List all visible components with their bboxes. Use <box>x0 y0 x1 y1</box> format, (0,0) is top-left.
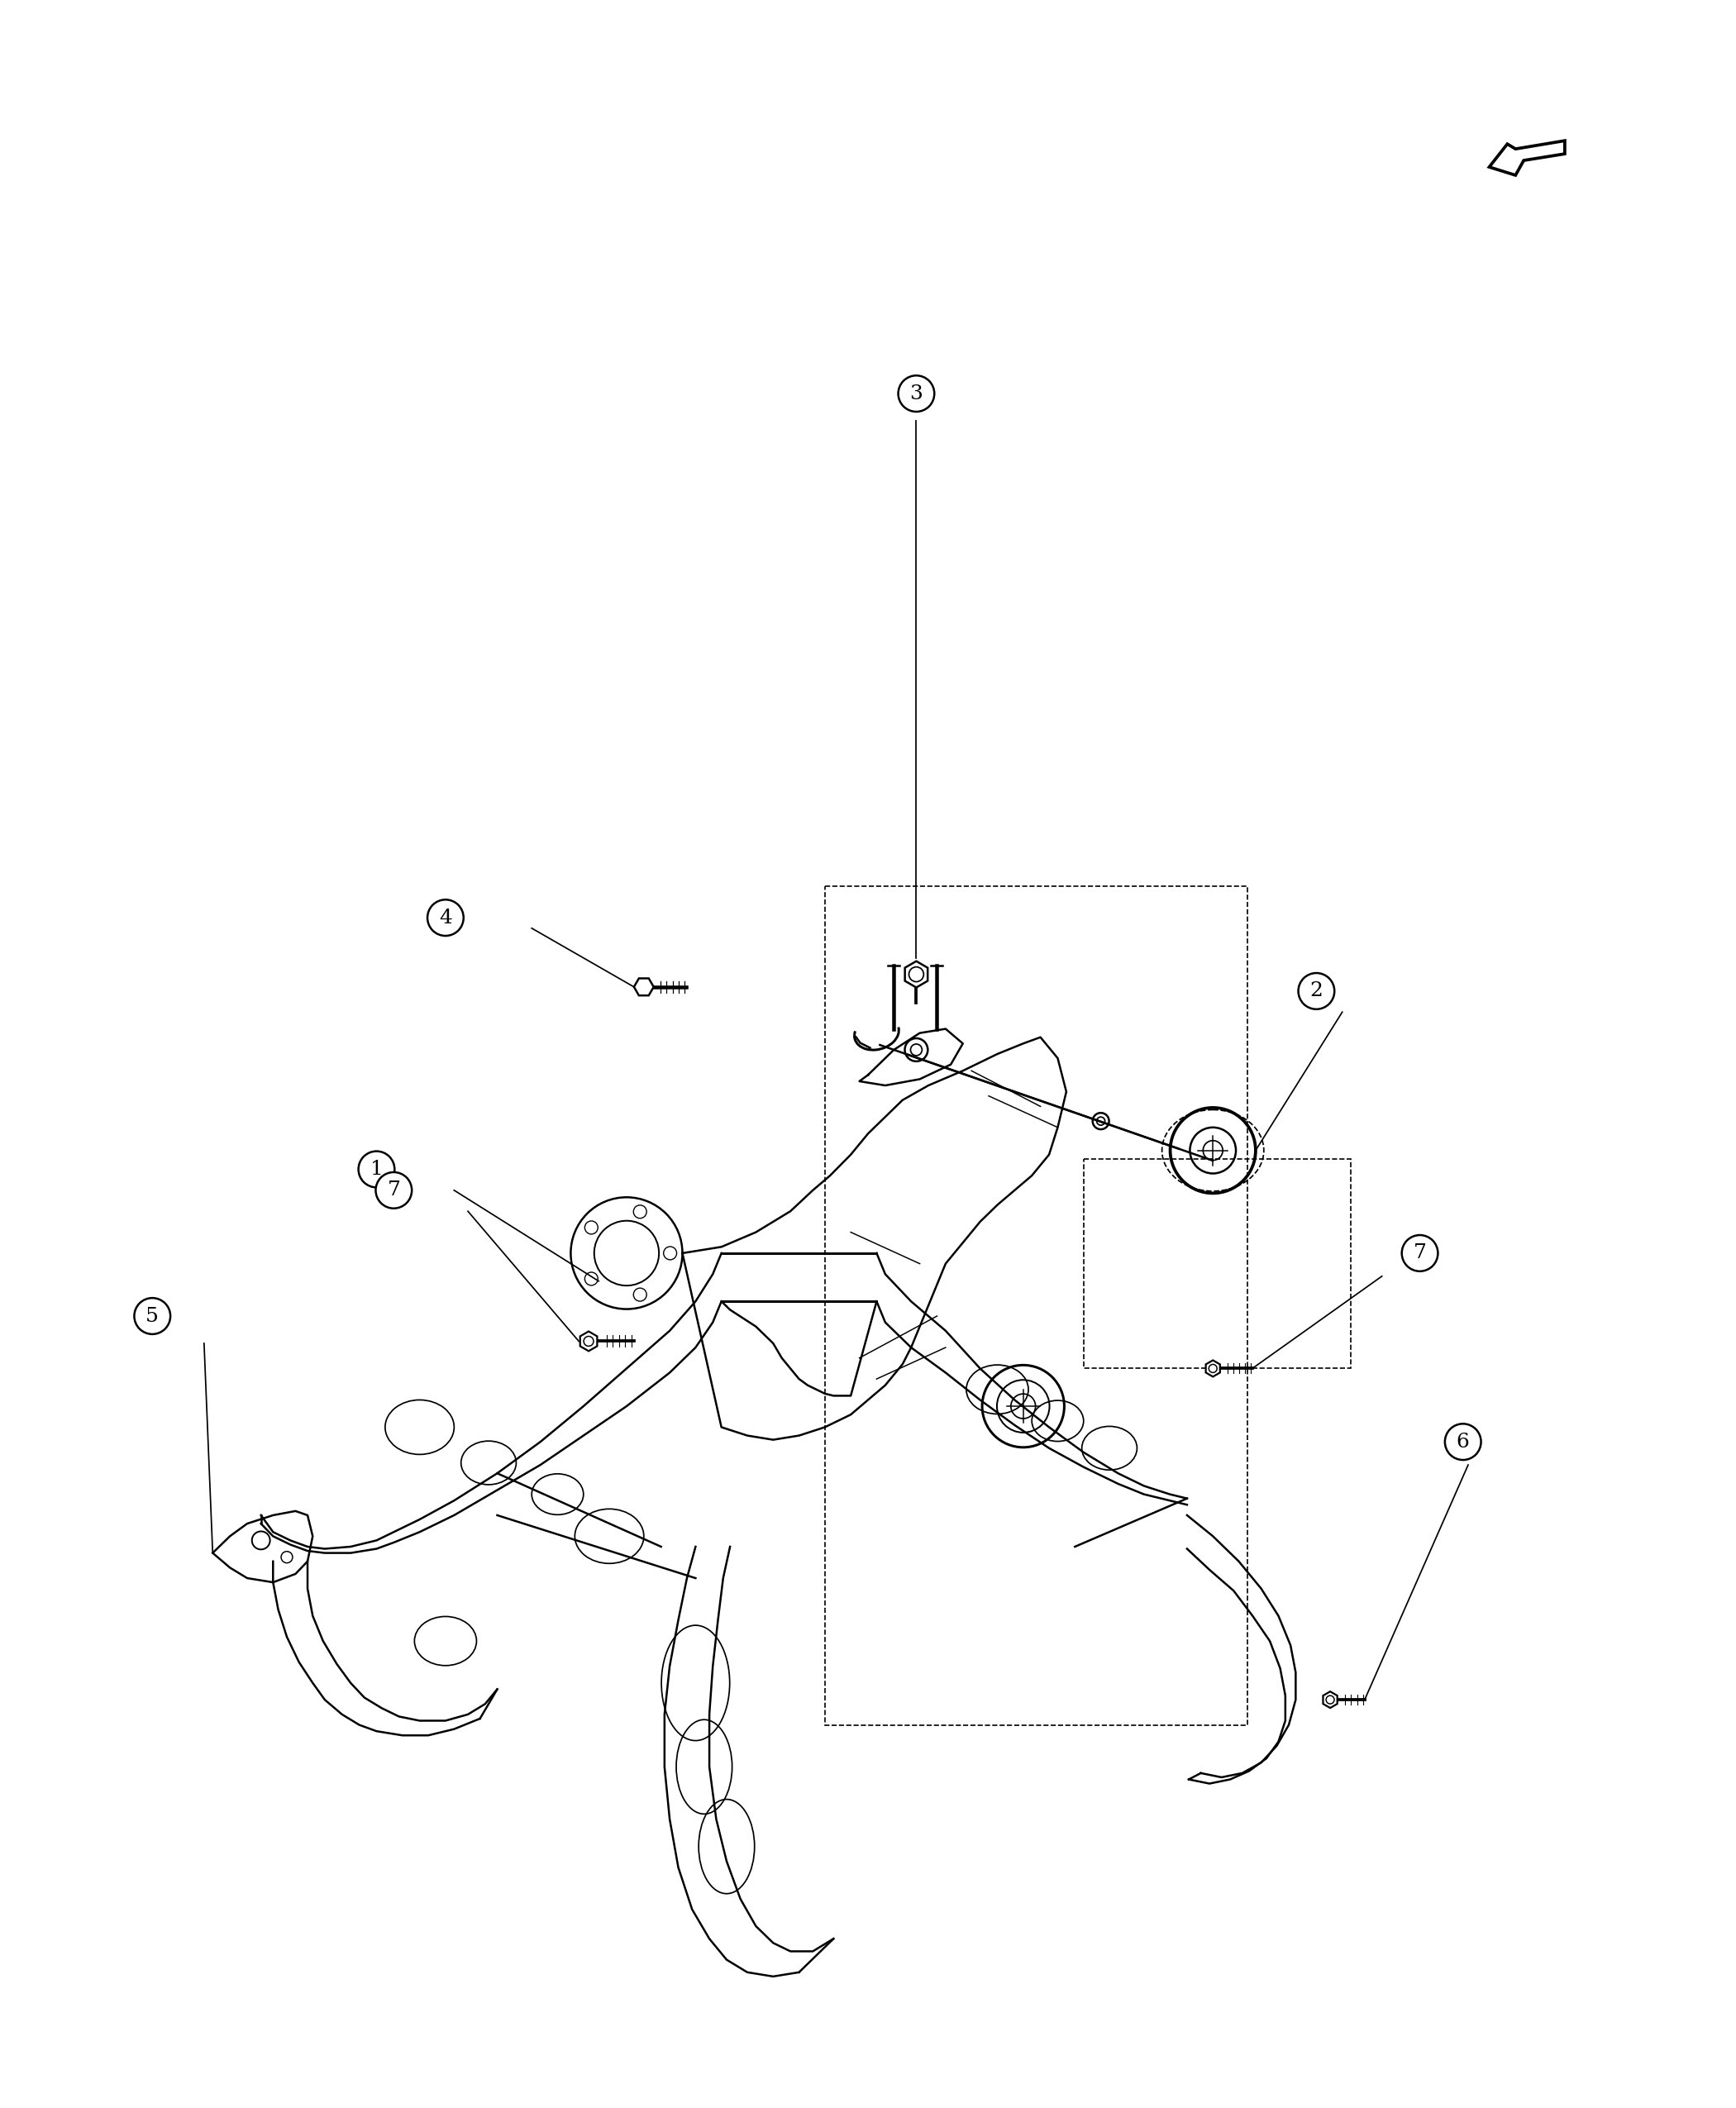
Text: 1: 1 <box>370 1159 384 1178</box>
Text: 3: 3 <box>910 384 924 403</box>
Circle shape <box>375 1172 411 1208</box>
Bar <box>825 885 1248 1724</box>
Circle shape <box>427 900 464 936</box>
Circle shape <box>358 1151 394 1187</box>
Circle shape <box>1444 1423 1481 1461</box>
Bar <box>1083 1159 1351 1368</box>
Text: 4: 4 <box>439 909 451 928</box>
Circle shape <box>1299 974 1335 1010</box>
Text: 7: 7 <box>1413 1244 1427 1263</box>
Text: 2: 2 <box>1311 982 1323 1001</box>
Text: 6: 6 <box>1457 1431 1469 1452</box>
Circle shape <box>898 375 934 411</box>
Circle shape <box>1401 1235 1437 1271</box>
Circle shape <box>134 1299 170 1334</box>
Text: 7: 7 <box>387 1180 401 1199</box>
Text: 5: 5 <box>146 1307 160 1326</box>
